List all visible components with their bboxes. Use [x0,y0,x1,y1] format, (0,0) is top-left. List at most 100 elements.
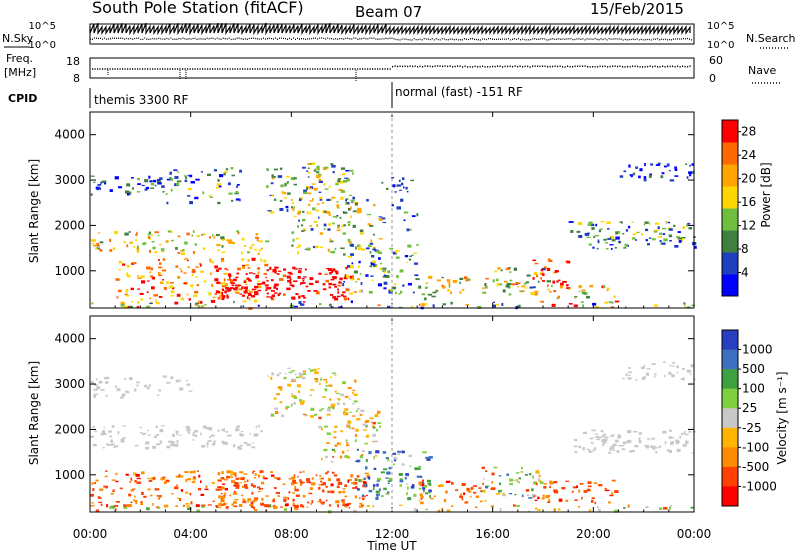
power-cell-1016 [673,224,676,227]
velocity-cell-328 [297,476,299,478]
velocity-cell-414 [311,500,314,504]
power-cell-754 [369,251,372,254]
power-cell-270 [286,287,291,291]
power-cell-1039 [689,164,691,167]
velocity-cell-153 [185,491,189,494]
velocity-cell-941 [610,435,614,437]
velocity-cell-883 [621,448,626,451]
velocity-cell-691 [407,497,412,501]
velocity-cell-551 [342,402,346,406]
velocity-cell-556 [302,400,305,404]
power-cell-779 [343,281,345,283]
velocity-cell-94 [249,432,252,435]
power-cell-113 [238,288,243,291]
power-cell-135 [221,284,223,287]
velocity-cell-470 [170,376,174,380]
power-cell-958 [654,229,659,232]
velocity-cell-236 [127,504,132,507]
power-cell-938 [611,239,616,242]
power-cell-845 [506,268,511,270]
power-cell-203 [137,275,140,277]
power-cell-883 [540,277,542,280]
velocity-cell-739 [455,489,459,491]
power-cell-59 [128,231,131,233]
velocity-cell-546 [353,400,358,403]
velocity-cell-497 [325,380,328,384]
velocity-cell-456 [93,393,99,395]
power-cell-701 [339,216,342,219]
velocity-cell-58 [206,442,209,446]
power-cell-928 [686,224,688,227]
velocity-cell-1022 [451,505,454,507]
power-cell-247 [332,283,336,286]
velocity-cell-992 [668,371,672,375]
power-cell-49 [246,251,251,254]
velocity-cell-535 [271,372,275,376]
velocity-cell-912 [647,437,650,441]
velocity-cell-299 [253,485,256,488]
power-cell-835 [507,267,512,269]
velocity-cell-901 [656,447,659,449]
power-cell-344 [271,279,274,282]
power-cell-40 [256,233,259,235]
velocity-cell-553 [314,378,319,380]
power-cell-800 [418,285,422,289]
power-cell-1040 [635,166,638,169]
velocity-cell-920 [611,434,615,436]
power-cell-605 [337,178,342,180]
power-cell-553 [340,167,346,170]
velocity-cell-826 [571,490,574,493]
velocity-cell-496 [312,368,317,372]
power-cell-569 [280,184,284,188]
velocity-cell-57 [156,443,161,446]
power-cell-57 [194,243,197,246]
velocity-cell-743 [420,498,423,500]
power-cell-451 [97,187,102,190]
power-cell-662 [296,237,300,240]
velocity-cell-1055 [273,507,278,510]
velocity-cell-542 [298,372,302,376]
power-cell-565 [338,189,343,191]
velocity-cell-67 [208,428,213,431]
velocity-cell-489 [273,397,277,400]
power-cell-129 [158,266,163,269]
velocity-cell-796 [481,466,485,469]
velocity-cell-713 [428,456,433,459]
power-cell-601 [323,183,326,186]
power-cell-630 [347,224,351,226]
velocity-cell-102 [170,441,175,444]
power-cell-599 [271,174,274,177]
power-cell-722 [365,274,369,277]
velocity-cell-1029 [490,505,494,508]
power-cell-649 [298,244,302,247]
power-cell-1090 [492,301,495,303]
velocity-cell-510 [351,403,355,405]
power-cell-1143 [432,304,435,308]
velocity-cell-171 [98,501,103,504]
velocity-cell-248 [344,504,348,508]
velocity-cell-620 [370,421,373,424]
velocity-cell-73 [100,432,105,436]
velocity-cell-97 [211,434,215,437]
power-cell-257 [298,295,301,299]
velocity-cell-47 [110,439,114,443]
power-cell-977 [635,232,638,234]
velocity-cell-958 [675,439,677,443]
power-cell-186 [254,299,258,303]
velocity-cell-347 [342,488,346,490]
power-cell-350 [276,287,278,290]
power-cell-197 [209,258,212,262]
velocity-cell-797 [531,488,534,492]
velocity-cell-312 [350,474,354,477]
velocity-cell-473 [96,386,101,390]
x-axis-label: Time UT [366,539,417,553]
velocity-cell-963 [653,375,656,378]
power-cell-290 [331,276,334,279]
power-cell-609 [312,162,315,165]
velocity-cell-222 [223,494,226,497]
velocity-cell-217 [156,495,161,497]
power-cell-93 [165,240,169,243]
power-cell-94 [255,236,260,239]
velocity-cell-33 [258,424,260,428]
